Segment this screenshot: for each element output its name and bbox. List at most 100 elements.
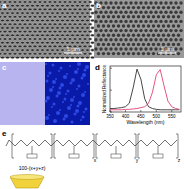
pore (83, 30, 87, 33)
pore (53, 45, 57, 48)
pore (46, 4, 50, 7)
pore (6, 41, 10, 44)
pore (83, 15, 87, 18)
pore (167, 34, 170, 37)
pore (18, 53, 22, 56)
pore (43, 8, 47, 11)
scale-bar (158, 52, 176, 53)
pore (31, 41, 35, 44)
pore (21, 34, 25, 37)
pore (154, 11, 157, 14)
pore (86, 41, 90, 44)
cone-top (10, 175, 44, 180)
pore (86, 12, 90, 15)
pore (104, 11, 107, 14)
speckle (51, 106, 53, 108)
pore (174, 47, 177, 50)
pore (41, 27, 45, 30)
pore (46, 41, 50, 44)
pore (3, 38, 7, 41)
pore (107, 34, 110, 37)
pore (117, 6, 120, 9)
pore (137, 6, 140, 9)
speckle (75, 109, 79, 113)
pore (78, 15, 82, 18)
pore (33, 38, 37, 41)
pore (26, 56, 30, 59)
pore (114, 29, 117, 32)
pore (61, 34, 65, 37)
pore (66, 4, 70, 7)
speckle (67, 90, 70, 93)
pore (164, 1, 167, 4)
pore (119, 29, 122, 32)
pore (159, 1, 162, 4)
pore (36, 12, 40, 15)
pore (107, 6, 110, 9)
backbone (6, 140, 177, 146)
pore (36, 34, 40, 37)
pore (68, 15, 72, 18)
pore (86, 34, 90, 37)
pore (122, 15, 125, 18)
pore (114, 38, 117, 41)
pore (41, 49, 45, 52)
pore (18, 38, 22, 41)
pore (13, 38, 17, 41)
pore (124, 20, 127, 23)
pore (177, 24, 180, 27)
pore (38, 23, 42, 26)
pore (1, 56, 5, 59)
pore-array-a (0, 1, 95, 59)
pore (28, 15, 32, 18)
pore (83, 1, 87, 4)
pore (78, 1, 82, 4)
pore (61, 12, 65, 15)
speckle (78, 85, 81, 88)
pore (48, 23, 52, 26)
pore (152, 24, 155, 27)
pore (164, 29, 167, 32)
photo-c-right (45, 62, 90, 125)
pore (122, 52, 125, 55)
pore (134, 11, 137, 14)
speckle (57, 91, 61, 95)
pore (38, 30, 42, 33)
pore (137, 24, 140, 27)
pore (6, 56, 10, 59)
pore (152, 15, 155, 18)
pore (114, 11, 117, 14)
pore (58, 38, 62, 41)
pore (137, 52, 140, 55)
pore (94, 29, 97, 32)
pore (68, 23, 72, 26)
pore (97, 34, 100, 37)
pore (78, 30, 82, 33)
pore (169, 38, 172, 41)
speckle (78, 101, 82, 105)
x-tick (140, 110, 141, 112)
pore (13, 1, 17, 4)
pore (139, 1, 142, 4)
pore (132, 43, 135, 46)
pore (61, 19, 65, 22)
pore (107, 43, 110, 46)
pore (112, 52, 115, 55)
panel-label: e (2, 129, 7, 138)
pore (157, 15, 160, 18)
pore (0, 38, 2, 41)
pore (8, 8, 12, 11)
pore (91, 56, 95, 59)
pore (76, 4, 80, 7)
bracket (96, 134, 98, 158)
speckle (58, 70, 60, 72)
pore (73, 15, 77, 18)
pore (26, 4, 30, 7)
pore (73, 38, 77, 41)
speckle (63, 75, 67, 79)
pore (139, 47, 142, 50)
pore (134, 47, 137, 50)
pore (53, 15, 57, 18)
pore (109, 47, 112, 50)
pore (107, 15, 110, 18)
